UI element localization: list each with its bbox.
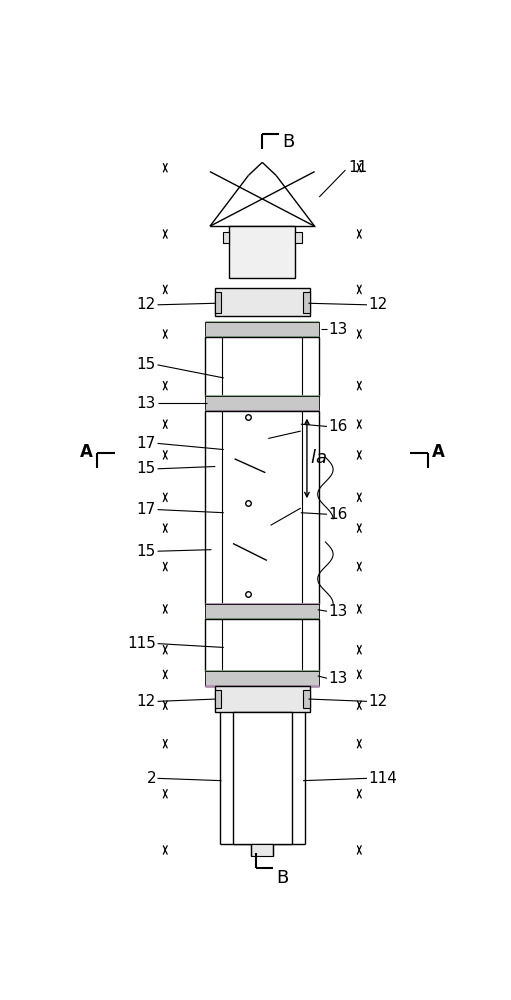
Bar: [303, 690, 310, 708]
Text: $la$: $la$: [310, 449, 327, 467]
Text: 13: 13: [329, 671, 348, 686]
Text: 17: 17: [137, 502, 156, 517]
Text: 12: 12: [137, 694, 156, 709]
Text: 12: 12: [368, 694, 388, 709]
Bar: [303, 292, 310, 312]
Bar: [205, 322, 319, 337]
Bar: [223, 232, 229, 243]
Bar: [205, 604, 319, 619]
Text: 13: 13: [329, 322, 348, 337]
Bar: [215, 690, 221, 708]
Text: 13: 13: [136, 396, 156, 411]
Text: B: B: [276, 869, 288, 887]
Text: 12: 12: [368, 297, 388, 312]
Text: 15: 15: [137, 357, 156, 372]
Text: A: A: [432, 443, 445, 461]
Text: 15: 15: [137, 461, 156, 476]
Text: 13: 13: [329, 604, 348, 619]
Bar: [215, 292, 221, 312]
Bar: [205, 671, 319, 686]
Bar: [205, 396, 319, 411]
Bar: [205, 411, 319, 604]
Text: B: B: [282, 133, 294, 151]
Text: 115: 115: [127, 636, 156, 651]
Text: A: A: [80, 443, 93, 461]
Bar: [251, 844, 273, 856]
Text: 2: 2: [146, 771, 156, 786]
Bar: [295, 232, 301, 243]
Text: 114: 114: [368, 771, 398, 786]
Bar: [205, 337, 319, 396]
Text: 17: 17: [137, 436, 156, 451]
Bar: [229, 226, 295, 278]
Text: 16: 16: [329, 419, 348, 434]
Text: 12: 12: [137, 297, 156, 312]
Text: 16: 16: [329, 507, 348, 522]
Text: 15: 15: [137, 544, 156, 559]
Bar: [215, 686, 310, 712]
Bar: [205, 619, 319, 671]
Bar: [233, 712, 292, 844]
Bar: [215, 288, 310, 316]
Text: 11: 11: [349, 160, 368, 175]
